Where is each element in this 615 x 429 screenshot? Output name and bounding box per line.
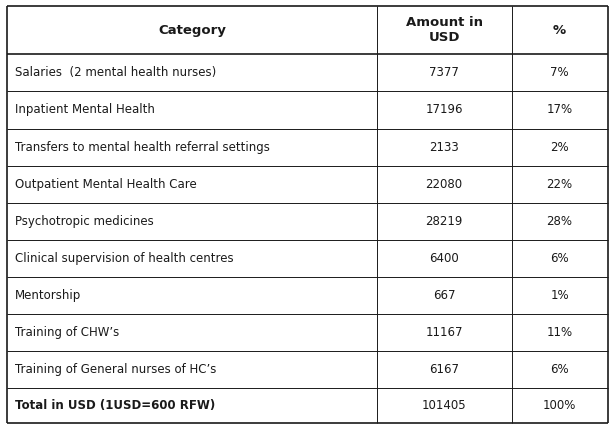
- Text: 11167: 11167: [426, 326, 463, 339]
- Text: 6%: 6%: [550, 363, 569, 376]
- Text: 17196: 17196: [426, 103, 463, 117]
- Text: 6400: 6400: [429, 252, 459, 265]
- Text: 2%: 2%: [550, 141, 569, 154]
- Text: Category: Category: [158, 24, 226, 37]
- Text: Clinical supervision of health centres: Clinical supervision of health centres: [15, 252, 234, 265]
- Text: 6167: 6167: [429, 363, 459, 376]
- Text: Salaries  (2 mental health nurses): Salaries (2 mental health nurses): [15, 66, 216, 79]
- Text: 11%: 11%: [547, 326, 573, 339]
- Text: Inpatient Mental Health: Inpatient Mental Health: [15, 103, 155, 117]
- Text: 100%: 100%: [543, 399, 576, 412]
- Text: 667: 667: [433, 289, 455, 302]
- Text: Mentorship: Mentorship: [15, 289, 82, 302]
- Text: 28%: 28%: [547, 215, 573, 228]
- Text: %: %: [553, 24, 566, 37]
- Text: 2133: 2133: [429, 141, 459, 154]
- Text: 22080: 22080: [426, 178, 462, 191]
- Text: Training of CHW’s: Training of CHW’s: [15, 326, 120, 339]
- Text: 1%: 1%: [550, 289, 569, 302]
- Text: Training of General nurses of HC’s: Training of General nurses of HC’s: [15, 363, 216, 376]
- Text: 28219: 28219: [426, 215, 462, 228]
- Text: 101405: 101405: [422, 399, 466, 412]
- Text: Transfers to mental health referral settings: Transfers to mental health referral sett…: [15, 141, 270, 154]
- Text: 7377: 7377: [429, 66, 459, 79]
- Text: Amount in
USD: Amount in USD: [405, 16, 483, 44]
- Text: Psychotropic medicines: Psychotropic medicines: [15, 215, 154, 228]
- Text: 7%: 7%: [550, 66, 569, 79]
- Text: 22%: 22%: [547, 178, 573, 191]
- Text: 17%: 17%: [547, 103, 573, 117]
- Text: Outpatient Mental Health Care: Outpatient Mental Health Care: [15, 178, 197, 191]
- Text: 6%: 6%: [550, 252, 569, 265]
- Text: Total in USD (1USD=600 RFW): Total in USD (1USD=600 RFW): [15, 399, 216, 412]
